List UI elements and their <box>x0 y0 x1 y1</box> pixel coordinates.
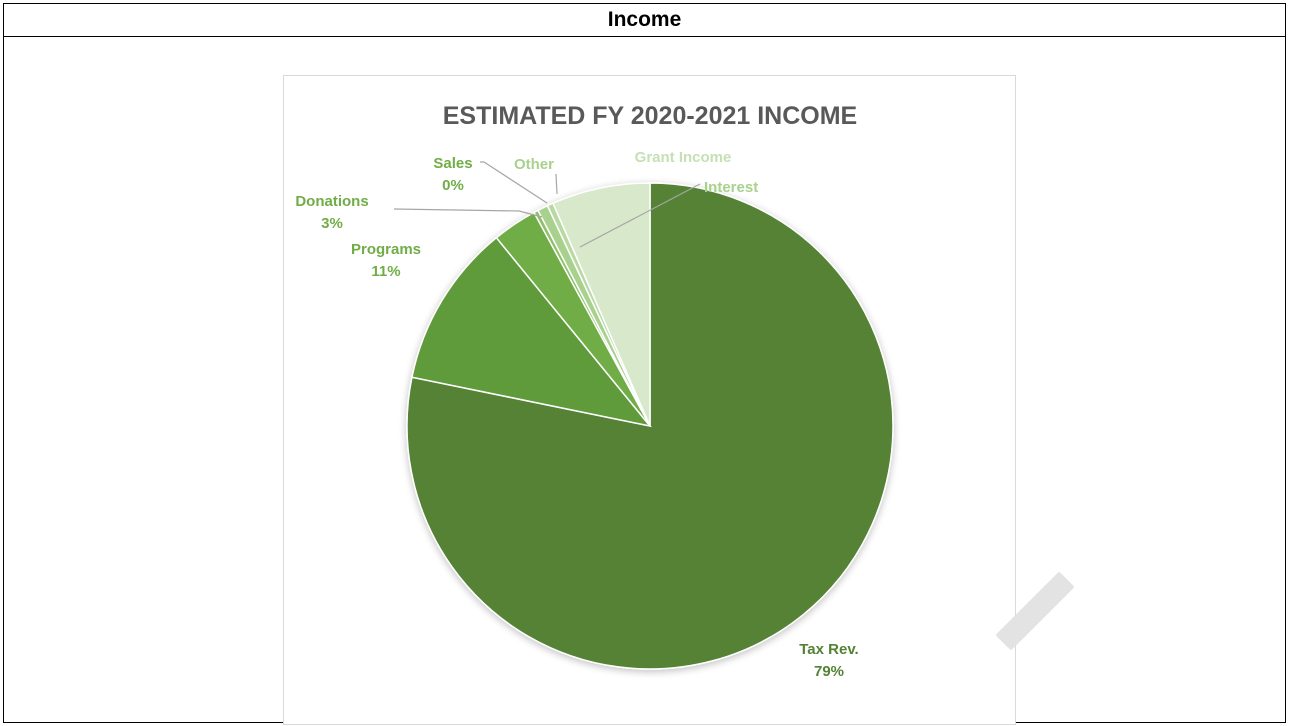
income-pie-chart: ESTIMATED FY 2020-2021 INCOME Tax Rev. 79… <box>283 75 1016 725</box>
pie-slice-grant-income <box>552 182 651 427</box>
leader-line-other <box>555 173 558 195</box>
slice-label-grant-income: Grant Income <box>635 149 732 166</box>
pie-slice-tax-rev <box>406 182 894 670</box>
leader-line-donations <box>393 208 543 218</box>
slice-label-donations: Donations <box>295 193 368 210</box>
pie-slices <box>406 182 894 670</box>
chart-title: ESTIMATED FY 2020-2021 INCOME <box>443 102 857 130</box>
pie-slice-programs <box>411 236 652 428</box>
leader-line-sales <box>480 161 548 204</box>
slice-pct-programs: 11% <box>371 263 400 280</box>
income-header-title: Income <box>607 8 682 31</box>
slice-pct-sales: 0% <box>442 177 464 194</box>
slice-label-tax-rev: Tax Rev. <box>799 641 858 658</box>
slice-label-sales: Sales <box>433 155 472 172</box>
slice-label-programs: Programs <box>351 241 421 258</box>
income-header-row: Income <box>4 4 1285 37</box>
slice-label-other: Other <box>514 156 554 173</box>
pie-labels: Tax Rev. 79% Programs 11% Donations 3% Sales 0%… <box>295 149 858 680</box>
leader-line-interest <box>579 183 701 248</box>
slice-pct-donations: 3% <box>321 215 343 232</box>
pie-leader-lines <box>393 161 701 248</box>
slice-pct-tax-rev: 79% <box>814 663 844 680</box>
slice-label-interest: Interest <box>704 179 758 196</box>
pie-chart-svg: ESTIMATED FY 2020-2021 INCOME Tax Rev. 79… <box>295 102 894 680</box>
